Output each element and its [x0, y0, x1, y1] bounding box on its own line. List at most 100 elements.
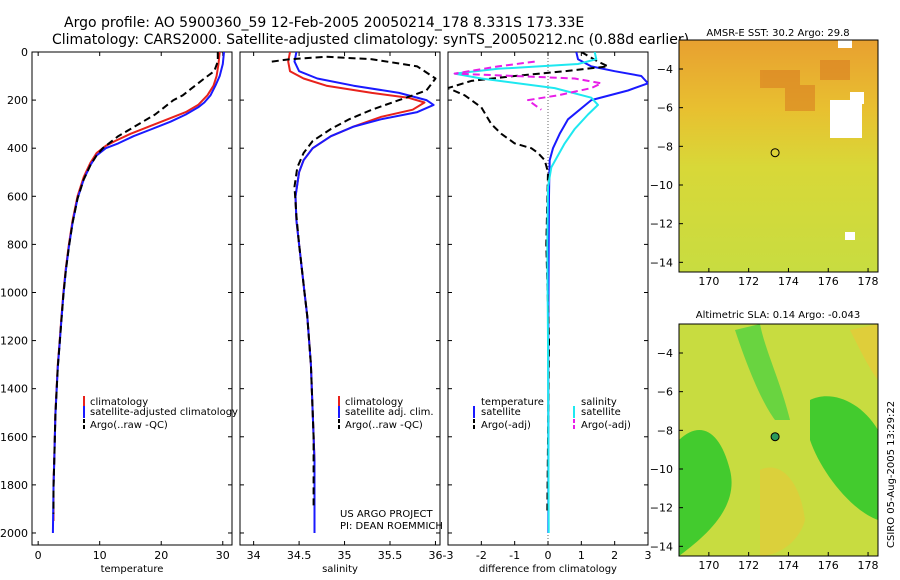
sla-map-frame: [678, 323, 879, 557]
map-x-tick-label: 172: [738, 275, 759, 288]
sst-map-frame: [678, 39, 879, 273]
x-tick-label: 35: [338, 549, 352, 562]
low-sla-region: [735, 324, 790, 420]
map-x-tick-label: 176: [818, 275, 839, 288]
legend-label-satellite-adj: satellite adj. clim.: [345, 407, 434, 418]
series-line-argo-raw-qc: [52, 52, 219, 514]
sst-map-panel: AMSR-E SST: 30.2 Argo: 29.8 170 172 174 176…: [650, 28, 879, 288]
x-tick-label: 10: [93, 549, 107, 562]
sla-map-panel: Altimetric SLA: 0.14 Argo: -0.043 170 172…: [650, 310, 879, 572]
salinity-axes-box: [239, 51, 441, 546]
difference-x-axis: -3 -2 -1 0 1 2 3: [443, 52, 652, 562]
sst-texture: [760, 60, 850, 111]
legend-label-temp-satellite: satellite: [481, 407, 521, 418]
sla-map-title: Altimetric SLA: 0.14 Argo: -0.043: [696, 310, 861, 321]
x-tick-label: 0: [35, 549, 42, 562]
x-tick-label: 34: [247, 549, 261, 562]
x-tick-label: 20: [154, 549, 168, 562]
temperature-x-axis: 0 10 20 30: [35, 52, 230, 562]
x-tick-label: -2: [476, 549, 487, 562]
series-line-satellite-adj-clim: [293, 52, 435, 533]
map-y-tick-label: −6: [657, 386, 673, 399]
y-tick-label: 2000: [0, 527, 28, 540]
temperature-legend: climatology satellite-adjusted climatolo…: [83, 396, 238, 431]
map-y-tick-label: −10: [650, 179, 673, 192]
x-tick-label: 35.5: [378, 549, 403, 562]
legend-label-argo: Argo(..raw -QC): [345, 420, 423, 431]
project-line-2: PI: DEAN ROEMMICH: [340, 521, 443, 532]
legend-label-temp-argo: Argo(-adj): [481, 420, 531, 431]
sla-texture: [679, 324, 878, 556]
legend-label-sal-argo: Argo(-adj): [581, 420, 631, 431]
y-tick-label: 1200: [0, 335, 28, 348]
temperature-panel: 0 200 400 600 800 1000 1200 1400 1600 1800 2000 0 1…: [0, 46, 238, 575]
x-tick-label: 2: [611, 549, 618, 562]
map-x-tick-label: 170: [698, 275, 719, 288]
map-x-tick-label: 174: [778, 559, 799, 572]
x-tick-label: 30: [216, 549, 230, 562]
difference-panel: -3 -2 -1 0 1 2 3 difference from climatology t…: [443, 51, 652, 575]
sst-missing-data: [830, 40, 864, 240]
map-y-tick-label: −8: [657, 140, 673, 153]
missing-patch: [845, 232, 855, 240]
difference-xlabel: difference from climatology: [479, 564, 617, 575]
x-tick-label: -3: [443, 549, 454, 562]
credit-text: CSIRO 05-Aug-2005 13:29:22: [886, 401, 897, 548]
warm-patch: [760, 70, 800, 88]
y-tick-label: 1400: [0, 383, 28, 396]
series-line-temperature-satellite: [547, 52, 648, 533]
map-y-tick-label: −14: [650, 256, 673, 269]
map-y-tick-label: −4: [657, 63, 673, 76]
map-y-tick-label: −8: [657, 424, 673, 437]
low-sla-region: [679, 430, 732, 556]
missing-patch: [830, 100, 862, 138]
high-sla-region: [850, 324, 878, 380]
x-tick-label: 36: [428, 549, 442, 562]
legend-label-climatology: climatology: [345, 397, 403, 408]
map-y-tick-label: −4: [657, 347, 673, 360]
salinity-series: [271, 52, 437, 533]
x-tick-label: 34.5: [287, 549, 312, 562]
series-line-argo-raw-qc: [271, 55, 437, 509]
warm-patch: [785, 85, 815, 111]
map-y-tick-label: −6: [657, 102, 673, 115]
difference-legend: temperature satellite Argo(-adj) salinit…: [473, 397, 631, 431]
y-tick-label: 1600: [0, 431, 28, 444]
warm-patch: [820, 60, 850, 80]
map-y-tick-label: −12: [650, 218, 673, 231]
series-line-salinity-argo-adj: [453, 60, 603, 111]
header-line-2: Climatology: CARS2000. Satellite-adjuste…: [52, 32, 689, 48]
legend-heading-temperature: temperature: [481, 397, 544, 408]
series-line-salinity-satellite: [453, 52, 599, 534]
x-tick-label: 3: [645, 549, 652, 562]
y-tick-label: 200: [7, 94, 28, 107]
missing-patch: [838, 40, 852, 48]
header-line-1: Argo profile: AO 5900360_59 12-Feb-2005 …: [64, 15, 584, 31]
map-y-tick-label: −10: [650, 463, 673, 476]
y-tick-label: 1000: [0, 286, 28, 299]
y-tick-label: 400: [7, 142, 28, 155]
salinity-xlabel: salinity: [322, 564, 358, 575]
x-tick-label: 1: [578, 549, 585, 562]
temperature-xlabel: temperature: [101, 564, 164, 575]
map-x-tick-label: 172: [738, 559, 759, 572]
map-x-tick-label: 176: [818, 559, 839, 572]
sst-map-title: AMSR-E SST: 30.2 Argo: 29.8: [706, 28, 849, 39]
legend-label-climatology: climatology: [90, 397, 148, 408]
depth-axis: 0 200 400 600 800 1000 1200 1400 1600 1800 2000: [0, 46, 232, 540]
x-tick-label: 0: [545, 549, 552, 562]
y-tick-label: 0: [21, 46, 28, 59]
x-tick-label: -1: [509, 549, 520, 562]
map-x-tick-label: 170: [698, 559, 719, 572]
y-tick-label: 800: [7, 238, 28, 251]
legend-heading-salinity: salinity: [581, 397, 617, 408]
legend-label-sal-satellite: satellite: [581, 407, 621, 418]
legend-label-argo: Argo(..raw -QC): [90, 420, 168, 431]
argo-position-marker: [770, 432, 780, 442]
salinity-panel: 34 34.5 35 35.5 36 salinity climatology sate…: [239, 51, 443, 575]
difference-series: [448, 52, 648, 534]
salinity-legend: climatology satellite adj. clim. Argo(..…: [338, 396, 434, 431]
map-y-tick-label: −14: [650, 540, 673, 553]
legend-label-satellite-adjusted: satellite-adjusted climatology: [90, 407, 238, 418]
